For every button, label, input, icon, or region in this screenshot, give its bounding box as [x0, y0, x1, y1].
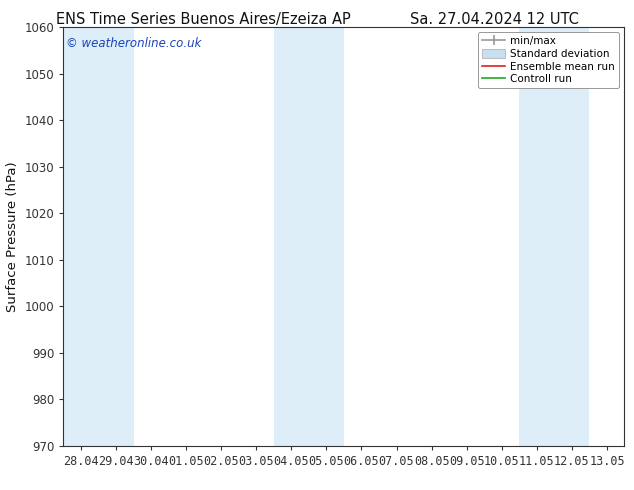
Bar: [519, 27, 554, 446]
Bar: [63, 27, 98, 446]
Y-axis label: Surface Pressure (hPa): Surface Pressure (hPa): [6, 161, 19, 312]
Bar: [98, 27, 134, 446]
Bar: [274, 27, 309, 446]
Bar: [554, 27, 590, 446]
Text: Sa. 27.04.2024 12 UTC: Sa. 27.04.2024 12 UTC: [410, 12, 579, 27]
Text: © weatheronline.co.uk: © weatheronline.co.uk: [66, 37, 202, 50]
Bar: [309, 27, 344, 446]
Text: ENS Time Series Buenos Aires/Ezeiza AP: ENS Time Series Buenos Aires/Ezeiza AP: [56, 12, 350, 27]
Legend: min/max, Standard deviation, Ensemble mean run, Controll run: min/max, Standard deviation, Ensemble me…: [478, 32, 619, 88]
